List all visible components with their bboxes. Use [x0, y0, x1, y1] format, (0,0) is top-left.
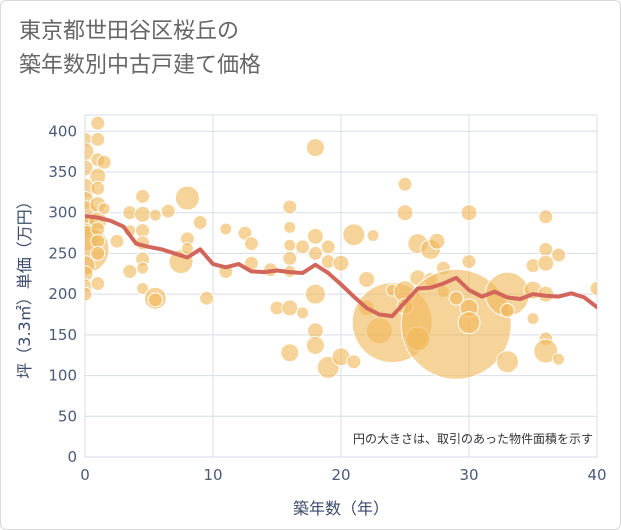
bubble: [346, 354, 362, 370]
line-layer: [85, 213, 597, 319]
bubble: [296, 306, 310, 320]
y-tick-label: 0: [67, 448, 77, 466]
bubble: [283, 220, 297, 234]
bubble: [551, 247, 567, 263]
bubble: [160, 203, 176, 219]
x-tick-label: 10: [203, 466, 222, 484]
chart-title: 東京都世田谷区桜丘の 築年数別中古戸建て価格: [19, 15, 261, 83]
grid-lines: [84, 114, 598, 458]
bubble: [304, 283, 326, 305]
x-tick-label: 20: [331, 466, 350, 484]
y-tick-label: 100: [48, 367, 77, 385]
bubble: [366, 229, 380, 243]
y-axis-label: 坪（3.3㎡）単価（万円）: [15, 193, 34, 378]
bubble-layer: [85, 115, 597, 380]
bubble: [90, 245, 106, 261]
bubble: [499, 302, 515, 318]
bubble: [180, 242, 194, 256]
bubble: [396, 204, 414, 222]
bubble: [537, 254, 555, 272]
average-price-line: [85, 213, 597, 319]
bubble: [358, 270, 376, 288]
size-note: 円の大きさは、取引のあった物件面積を示す: [353, 431, 593, 446]
bubble: [461, 254, 477, 270]
bubble: [307, 245, 323, 261]
title-line-2: 築年数別中古戸建て価格: [19, 53, 262, 78]
y-tick-label: 250: [48, 244, 77, 262]
bubble: [495, 350, 519, 374]
bubble: [90, 276, 106, 292]
bubble: [457, 311, 481, 335]
x-tick-label: 0: [80, 466, 90, 484]
x-tick-label: 40: [587, 466, 606, 484]
y-tick-label: 200: [48, 285, 77, 303]
bubble: [96, 154, 112, 170]
bubble: [332, 254, 350, 272]
y-tick-label: 350: [48, 163, 77, 181]
bubble: [460, 204, 478, 222]
bubble: [243, 236, 259, 252]
bubble: [199, 290, 215, 306]
bubble: [306, 227, 324, 245]
bubble: [552, 352, 566, 366]
y-tick-label: 400: [48, 122, 77, 140]
tick-labels: 0 50 100 150 200 250 300 350 400 0 10 20 30 40: [48, 122, 606, 484]
y-tick-label: 150: [48, 326, 77, 344]
bubble: [174, 185, 200, 211]
bubble: [135, 188, 151, 204]
bubble: [97, 202, 111, 216]
bubble: [85, 286, 93, 302]
bubble: [136, 281, 150, 295]
bubble: [342, 223, 366, 247]
bubble: [282, 250, 298, 266]
bubble: [90, 180, 106, 196]
bubble: [134, 205, 152, 223]
bubble: [589, 280, 597, 296]
bubble: [533, 338, 559, 364]
bubble: [148, 208, 162, 222]
bubble: [538, 209, 554, 225]
bubble: [85, 265, 94, 283]
y-tick-label: 300: [48, 204, 77, 222]
x-axis-label: 築年数（年）: [293, 499, 389, 518]
bubble: [280, 343, 300, 363]
bubble: [283, 238, 297, 252]
bubble: [448, 290, 464, 306]
title-line-1: 東京都世田谷区桜丘の: [19, 19, 240, 44]
bubble: [305, 335, 325, 355]
bubble: [90, 131, 106, 147]
bubble: [538, 241, 554, 257]
bubble: [122, 263, 138, 279]
bubble: [397, 176, 413, 192]
bubble: [295, 239, 311, 255]
bubble: [192, 214, 208, 230]
bubble: [90, 115, 106, 131]
bubble: [526, 312, 540, 326]
y-tick-label: 50: [58, 407, 77, 425]
bubble: [109, 233, 125, 249]
bubble: [147, 292, 163, 308]
bubble: [282, 199, 298, 215]
bubble: [219, 222, 233, 236]
bubble: [320, 239, 336, 255]
bubble: [281, 299, 299, 317]
bubble: [136, 261, 150, 275]
x-tick-label: 30: [459, 466, 478, 484]
bubble: [428, 232, 446, 250]
bubble: [305, 138, 325, 158]
